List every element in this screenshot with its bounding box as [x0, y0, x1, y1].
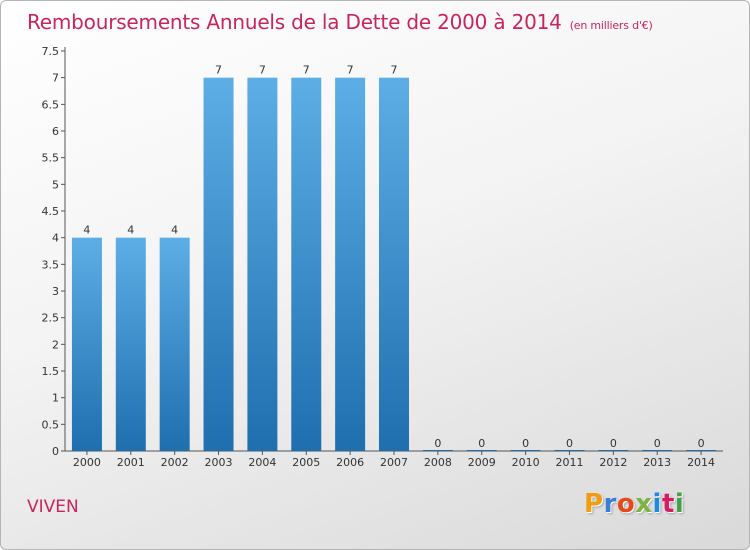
- y-tick-label: 6: [52, 125, 59, 138]
- bar-2004: [247, 77, 278, 452]
- y-tick-label: 5.5: [42, 152, 60, 165]
- x-tick-label: 2012: [599, 456, 627, 469]
- chart-unit: (en milliers d'€): [569, 19, 653, 32]
- y-tick-label: 7.5: [42, 45, 60, 58]
- y-tick-label: 0: [52, 445, 59, 458]
- x-tick-label: 2008: [424, 456, 452, 469]
- bar-2007: [379, 77, 409, 452]
- x-tick-label: 2004: [248, 456, 276, 469]
- x-tick-label: 2000: [73, 456, 101, 469]
- data-label: 0: [654, 437, 661, 450]
- data-label: 4: [127, 224, 134, 237]
- y-tick-label: 7: [52, 72, 59, 85]
- x-tick-label: 2014: [687, 456, 715, 469]
- y-tick-label: 5: [52, 178, 59, 191]
- data-label: 0: [478, 437, 485, 450]
- axes: 0 0.5 1 1.5 2 2.5 3 3.5 4 4.5 5 5.5 6 6.5 7 7.5: [42, 45, 723, 458]
- y-tick-label: 1: [52, 392, 59, 405]
- bar-2005: [291, 77, 322, 452]
- x-tick-label: 2011: [555, 456, 583, 469]
- data-label: 0: [434, 437, 441, 450]
- x-tick-label: 2013: [643, 456, 671, 469]
- bar-2000: [71, 237, 102, 451]
- logo-letter: P: [584, 489, 604, 519]
- y-tick-label: 3.5: [42, 258, 60, 271]
- bar-2001: [115, 237, 146, 451]
- data-label: 4: [83, 224, 90, 237]
- data-label: 0: [698, 437, 705, 450]
- x-tick-label: 2010: [512, 456, 540, 469]
- logo-letter: x: [635, 489, 653, 519]
- chart-title-text: Remboursements Annuels de la Dette de 20…: [27, 10, 562, 34]
- x-tick-label: 2005: [292, 456, 320, 469]
- logo-letter: t: [661, 489, 675, 519]
- y-tick-label: 4.5: [42, 205, 60, 218]
- data-label: 7: [391, 64, 398, 77]
- data-label: 4: [171, 224, 178, 237]
- data-label: 7: [215, 64, 222, 77]
- bars: [71, 77, 717, 452]
- data-label: 0: [610, 437, 617, 450]
- x-tick-label: 2002: [161, 456, 189, 469]
- bar-2003: [203, 77, 234, 452]
- y-tick-label: 3: [52, 285, 59, 298]
- bar-2006: [335, 77, 366, 452]
- commune-name: VIVEN: [27, 497, 79, 517]
- proxiti-logo: Proxiti: [584, 489, 684, 519]
- data-label: 0: [522, 437, 529, 450]
- y-tick-label: 6.5: [42, 98, 60, 111]
- y-tick-label: 0.5: [42, 418, 60, 431]
- y-tick-label: 2.5: [42, 312, 60, 325]
- y-tick-label: 1.5: [42, 365, 60, 378]
- y-tick-label: 4: [52, 232, 59, 245]
- x-tick-label: 2006: [336, 456, 364, 469]
- x-tick-label: 2007: [380, 456, 408, 469]
- logo-letter: i: [652, 489, 662, 519]
- logo-letter: r: [603, 489, 617, 519]
- x-tick-label: 2003: [205, 456, 233, 469]
- logo-letter: o: [616, 489, 636, 519]
- data-label: 7: [303, 64, 310, 77]
- data-labels: 2000 4 2001 4 2002 4 2003 7 2004 7 2005 7 2006 7 2007 7…: [73, 64, 715, 469]
- chart-title: Remboursements Annuels de la Dette de 20…: [27, 10, 653, 34]
- x-tick-label: 2009: [468, 456, 496, 469]
- data-label: 0: [566, 437, 573, 450]
- x-tick-label: 2001: [117, 456, 145, 469]
- y-tick-label: 2: [52, 338, 59, 351]
- data-label: 7: [347, 64, 354, 77]
- bar-2002: [159, 237, 190, 451]
- logo-letter: i: [674, 489, 685, 519]
- data-label: 7: [259, 64, 266, 77]
